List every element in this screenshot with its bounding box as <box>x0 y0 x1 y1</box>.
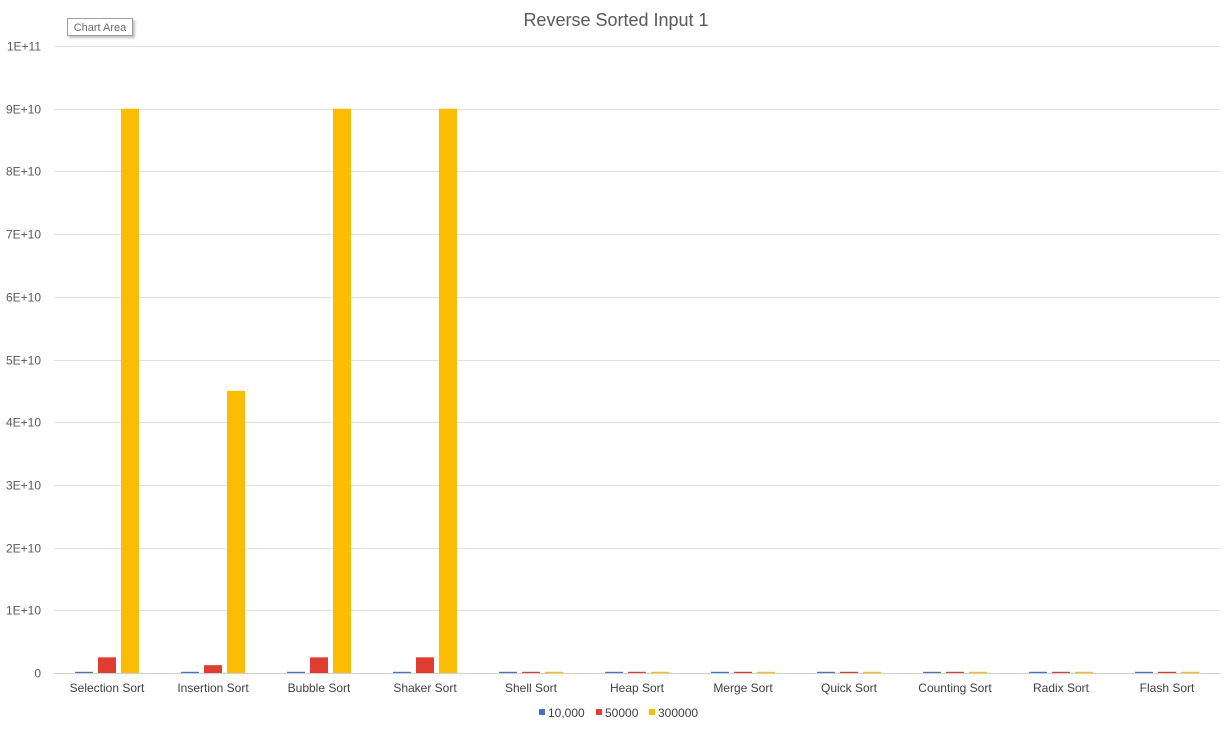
y-tick-label: 9E+10 <box>6 103 41 117</box>
y-tick-label: 1E+11 <box>7 40 41 54</box>
x-tick-label: Shell Sort <box>505 681 558 695</box>
bar[interactable] <box>416 657 434 673</box>
x-tick-label: Flash Sort <box>1140 681 1195 695</box>
y-tick-label: 8E+10 <box>6 165 41 179</box>
bar[interactable] <box>227 390 245 673</box>
bar[interactable] <box>969 671 987 673</box>
bar[interactable] <box>393 671 411 673</box>
x-tick-label: Radix Sort <box>1033 681 1090 695</box>
bar[interactable] <box>946 671 964 673</box>
legend: 10,000 50000 300000 <box>539 706 698 720</box>
bar[interactable] <box>651 671 669 673</box>
bar[interactable] <box>287 671 305 673</box>
legend-label[interactable]: 300000 <box>658 706 698 720</box>
bar[interactable] <box>181 671 199 673</box>
y-tick-label: 1E+10 <box>6 604 41 618</box>
x-tick-label: Quick Sort <box>821 681 878 695</box>
bar[interactable] <box>522 671 540 673</box>
bar[interactable] <box>1075 671 1093 673</box>
x-tick-label: Insertion Sort <box>177 681 249 695</box>
bar[interactable] <box>1135 671 1153 673</box>
x-tick-label: Merge Sort <box>713 681 773 695</box>
legend-label[interactable]: 50000 <box>605 706 639 720</box>
y-tick-label: 4E+10 <box>6 416 41 430</box>
x-tick-label: Selection Sort <box>70 681 145 695</box>
bar[interactable] <box>863 671 881 673</box>
bars <box>75 108 1199 673</box>
y-tick-label: 7E+10 <box>6 228 41 242</box>
bar[interactable] <box>605 671 623 673</box>
y-tick-label: 0 <box>34 667 41 681</box>
legend-label[interactable]: 10,000 <box>548 706 585 720</box>
y-tick-label: 3E+10 <box>6 479 41 493</box>
bar[interactable] <box>817 671 835 673</box>
bar[interactable] <box>439 108 457 673</box>
bar[interactable] <box>545 671 563 673</box>
bar[interactable] <box>840 671 858 673</box>
bar[interactable] <box>1052 671 1070 673</box>
bar[interactable] <box>1158 671 1176 673</box>
bar[interactable] <box>734 671 752 673</box>
bar[interactable] <box>1181 671 1199 673</box>
y-tick-label: 6E+10 <box>6 291 41 305</box>
gridlines <box>54 46 1220 674</box>
x-tick-label: Shaker Sort <box>393 681 457 695</box>
bar[interactable] <box>1029 671 1047 673</box>
bar[interactable] <box>333 108 351 673</box>
bar[interactable] <box>98 657 116 673</box>
bar[interactable] <box>499 671 517 673</box>
bar[interactable] <box>923 671 941 673</box>
legend-swatch <box>539 709 545 715</box>
bar[interactable] <box>121 108 139 673</box>
bar[interactable] <box>75 671 93 673</box>
chart-area-tooltip: Chart Area <box>67 18 133 36</box>
bar[interactable] <box>310 657 328 673</box>
legend-swatch <box>649 709 655 715</box>
y-axis: 0 1E+10 2E+10 3E+10 4E+10 5E+10 6E+10 7E+10 8E+1… <box>6 40 41 681</box>
y-tick-label: 2E+10 <box>6 542 41 556</box>
chart-title: Reverse Sorted Input 1 <box>523 10 708 30</box>
bar[interactable] <box>204 665 222 673</box>
bar[interactable] <box>757 671 775 673</box>
bar[interactable] <box>711 671 729 673</box>
x-tick-label: Counting Sort <box>918 681 992 695</box>
x-axis: Selection Sort Insertion Sort Bubble Sort S… <box>70 681 1195 695</box>
legend-swatch <box>596 709 602 715</box>
x-tick-label: Bubble Sort <box>288 681 351 695</box>
y-tick-label: 5E+10 <box>6 354 41 368</box>
bar[interactable] <box>628 671 646 673</box>
x-tick-label: Heap Sort <box>610 681 665 695</box>
